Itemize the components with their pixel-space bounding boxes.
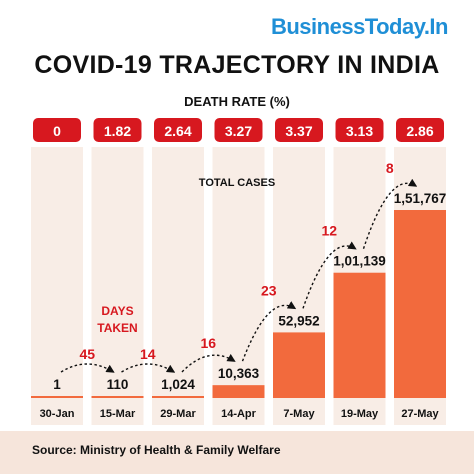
days-taken-label: TAKEN xyxy=(97,321,137,335)
death-rate-value: 1.82 xyxy=(104,123,131,139)
death-rate-badge xyxy=(396,118,444,142)
death-rate-badge xyxy=(93,118,142,142)
brand-logo: BusinessToday.In xyxy=(270,14,449,39)
days-taken-value: 14 xyxy=(140,346,156,362)
death-rate-value: 3.37 xyxy=(285,123,312,139)
data-label: 1,01,139 xyxy=(333,254,386,269)
death-rate-badge xyxy=(335,118,384,142)
death-rate-badge xyxy=(33,118,81,142)
category-bg xyxy=(212,400,265,425)
days-taken-value: 45 xyxy=(79,346,95,362)
category-bg xyxy=(394,400,446,425)
category-bg xyxy=(31,400,83,425)
column-bg xyxy=(152,147,204,400)
bar xyxy=(152,396,204,398)
days-arrow xyxy=(121,363,176,373)
series-label: TOTAL CASES xyxy=(199,177,275,189)
x-tick-label: 19-May xyxy=(341,408,379,420)
bar xyxy=(31,396,83,398)
data-label: 1,51,767 xyxy=(394,191,447,206)
x-tick-label: 29-Mar xyxy=(160,408,196,420)
days-taken-value: 8 xyxy=(386,160,394,176)
bar xyxy=(394,210,446,398)
death-rate-value: 3.13 xyxy=(346,123,373,139)
category-bg xyxy=(333,400,386,425)
death-rate-badge xyxy=(214,118,263,142)
column-bg xyxy=(91,147,144,400)
days-arrow xyxy=(60,363,115,373)
data-label: 52,952 xyxy=(278,313,319,328)
death-rate-value: 0 xyxy=(53,123,61,139)
death-rate-label: DEATH RATE (%) xyxy=(184,94,290,109)
x-tick-label: 15-Mar xyxy=(100,408,136,420)
data-label: 1,024 xyxy=(161,377,195,392)
data-label: 10,363 xyxy=(218,366,260,381)
data-label: 1 xyxy=(53,377,61,392)
source-note: Source: Ministry of Health & Family Welf… xyxy=(32,443,281,457)
death-rate-badge xyxy=(154,118,202,142)
x-tick-label: 30-Jan xyxy=(40,408,75,420)
category-bg xyxy=(273,400,325,425)
category-bg xyxy=(91,400,144,425)
days-taken-value: 16 xyxy=(200,335,216,351)
death-rate-badge xyxy=(275,118,323,142)
days-taken-label: DAYS xyxy=(101,304,133,318)
x-tick-label: 27-May xyxy=(401,408,439,420)
data-label: 110 xyxy=(107,377,129,392)
page-title: COVID-19 TRAJECTORY IN INDIA xyxy=(34,51,440,79)
bar xyxy=(333,272,386,398)
bar xyxy=(212,385,265,398)
bar xyxy=(273,332,325,398)
days-arrow xyxy=(302,241,357,309)
column-bg xyxy=(31,147,83,400)
days-taken-value: 12 xyxy=(321,223,337,239)
category-bg xyxy=(152,400,204,425)
source-bar xyxy=(0,431,474,474)
x-tick-label: 14-Apr xyxy=(221,408,257,420)
x-tick-label: 7-May xyxy=(283,408,315,420)
days-arrow xyxy=(362,178,418,249)
column-bg xyxy=(212,147,265,400)
death-rate-value: 2.86 xyxy=(406,123,433,139)
days-arrow xyxy=(181,353,236,373)
death-rate-value: 3.27 xyxy=(225,123,252,139)
days-taken-value: 23 xyxy=(261,282,277,298)
bar xyxy=(91,396,144,398)
death-rate-value: 2.64 xyxy=(164,123,191,139)
